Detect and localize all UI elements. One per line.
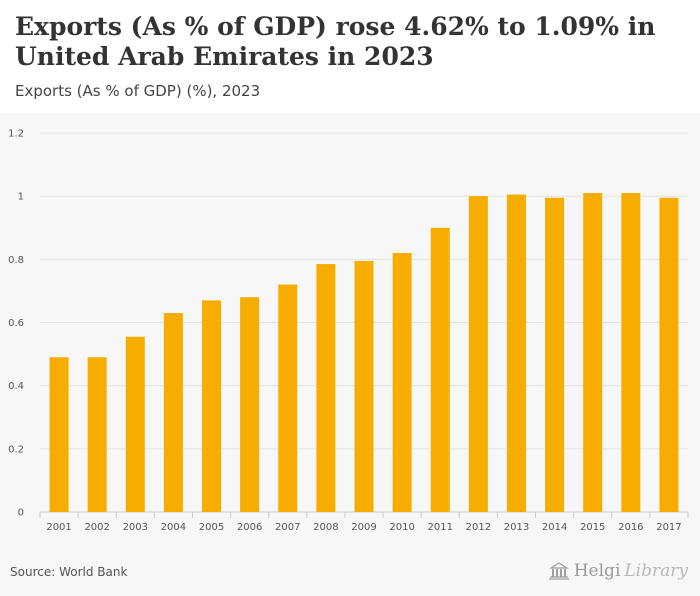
- y-tick-label: 0: [18, 508, 24, 519]
- x-tick-label: 2016: [618, 522, 643, 533]
- bar: [506, 194, 526, 512]
- bar: [240, 297, 260, 512]
- bar: [621, 193, 641, 512]
- x-tick-label: 2009: [351, 522, 376, 533]
- x-tick-label: 2015: [580, 522, 605, 533]
- chart-header: Exports (As % of GDP) rose 4.62% to 1.09…: [0, 0, 700, 113]
- x-tick-label: 2012: [466, 522, 491, 533]
- bar: [354, 260, 374, 512]
- bar: [49, 357, 69, 512]
- y-tick-label: 1.2: [8, 129, 24, 140]
- bar: [659, 197, 679, 512]
- x-tick-label: 2006: [237, 522, 262, 533]
- x-tick-label: 2014: [542, 522, 567, 533]
- x-tick-label: 2017: [656, 522, 681, 533]
- y-tick-label: 0.4: [8, 381, 24, 392]
- chart-subtitle: Exports (As % of GDP) (%), 2023: [15, 82, 261, 100]
- x-tick-label: 2004: [161, 522, 186, 533]
- x-tick-label: 2001: [46, 522, 71, 533]
- logo-text-helgi: Helgi: [573, 561, 621, 581]
- bar: [202, 300, 222, 512]
- x-tick-label: 2010: [389, 522, 414, 533]
- source-note: Source: World Bank: [10, 565, 128, 579]
- bar: [316, 264, 336, 512]
- bar: [87, 357, 107, 512]
- x-tick-label: 2008: [313, 522, 338, 533]
- y-tick-label: 0.6: [8, 318, 24, 329]
- helgi-library-logo: Helgi Library: [548, 561, 688, 581]
- y-tick-label: 0.2: [8, 444, 24, 455]
- x-tick-label: 2003: [123, 522, 148, 533]
- bar: [125, 336, 145, 512]
- bar: [583, 193, 603, 512]
- bar: [430, 227, 450, 512]
- x-tick-label: 2007: [275, 522, 300, 533]
- x-tick-label: 2002: [84, 522, 109, 533]
- y-tick-label: 1: [18, 192, 24, 203]
- chart-title: Exports (As % of GDP) rose 4.62% to 1.09…: [15, 12, 656, 71]
- x-tick-label: 2005: [199, 522, 224, 533]
- y-tick-label: 0.8: [8, 255, 24, 266]
- x-tick-label: 2011: [428, 522, 453, 533]
- x-tick-label: 2013: [504, 522, 529, 533]
- bar: [545, 197, 565, 512]
- library-building-icon: [548, 562, 569, 580]
- bar: [278, 284, 298, 512]
- bar: [163, 313, 183, 512]
- logo-text-library: Library: [624, 561, 688, 581]
- bar: [392, 253, 412, 512]
- bar: [468, 196, 488, 512]
